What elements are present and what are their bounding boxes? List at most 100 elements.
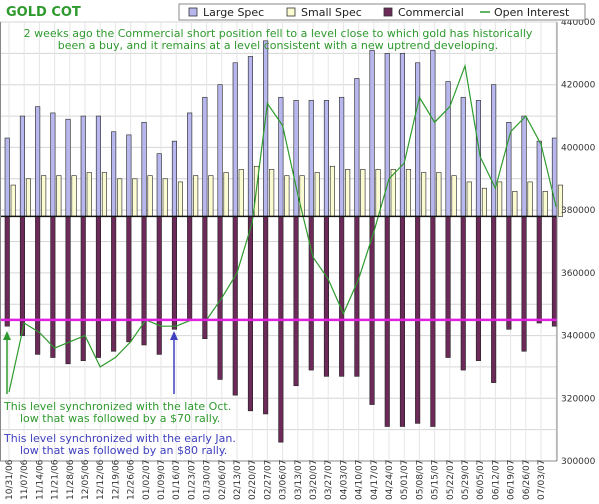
- x-tick-label: 02/06/07: [218, 460, 228, 500]
- x-tick-label: 05/01/07: [400, 460, 410, 500]
- large-spec-bar: [369, 49, 375, 217]
- x-tick-label: 06/26/07: [522, 460, 532, 500]
- x-tick-label: 11/28/06: [66, 459, 76, 500]
- legend: Large Spec Small Spec Commercial Open In…: [178, 3, 586, 21]
- small-spec-bar: [375, 169, 381, 217]
- small-spec-bar: [238, 169, 244, 217]
- open-interest-line: [8, 63, 557, 393]
- green-note-line-2: low that was followed by a $70 rally.: [20, 412, 220, 425]
- small-spec-bar: [284, 175, 290, 217]
- x-tick-label: 04/03/07: [339, 460, 349, 500]
- large-spec-bar: [232, 62, 238, 217]
- top-annotation-line-1: 2 weeks ago the Commercial short positio…: [24, 27, 533, 40]
- small-spec-bar: [436, 172, 442, 217]
- small-spec-bar: [41, 175, 47, 217]
- large-spec-bar: [415, 62, 421, 217]
- large-spec-bar: [445, 81, 451, 217]
- small-spec-bar: [466, 181, 472, 217]
- small-spec-bar: [101, 172, 107, 217]
- small-spec-bar: [421, 172, 427, 217]
- y-tick-label: 400000: [561, 143, 596, 153]
- large-spec-bar: [4, 137, 10, 217]
- small-spec-bar: [223, 172, 229, 217]
- small-spec-bar: [86, 172, 92, 217]
- x-tick-label: 01/16/07: [172, 460, 182, 500]
- x-tick-label: 01/30/07: [203, 460, 213, 500]
- large-spec-bar: [354, 78, 360, 217]
- large-spec-bar: [308, 100, 314, 217]
- x-tick-label: 02/13/07: [233, 460, 243, 500]
- commercial-bar: [445, 216, 451, 358]
- top-annotation-line-2: been a buy, and it remains at a level co…: [58, 39, 498, 52]
- x-tick-label: 11/21/06: [51, 459, 61, 500]
- commercial-bar: [354, 216, 360, 377]
- commercial-bar: [232, 216, 238, 396]
- large-spec-bar: [19, 115, 26, 217]
- x-tick-label: 04/24/07: [385, 460, 395, 500]
- small-spec-bar: [177, 181, 183, 217]
- large-spec-bar: [339, 96, 345, 217]
- commercial-bar: [430, 216, 436, 427]
- legend-swatch-commercial: [383, 7, 393, 17]
- x-tick-label: 07/03/07: [537, 460, 547, 500]
- blue-note-line-1: This level synchronized with the early J…: [3, 432, 236, 445]
- commercial-bar: [323, 216, 330, 377]
- green-note-line-1: This level synchronized with the late Oc…: [3, 400, 231, 413]
- small-spec-bar: [314, 172, 320, 217]
- large-spec-bar: [521, 115, 527, 217]
- legend-label-commercial: Commercial: [398, 6, 464, 19]
- x-tick-label: 10/31/06: [5, 459, 15, 500]
- small-spec-bar: [71, 175, 77, 217]
- small-spec-bar: [451, 175, 457, 217]
- commercial-bar: [263, 216, 269, 415]
- large-spec-bar: [141, 122, 147, 217]
- large-spec-bar: [35, 106, 41, 217]
- legend-label-open-interest: Open Interest: [494, 6, 570, 19]
- large-spec-bar: [80, 115, 86, 217]
- y-tick-label: 340000: [561, 332, 596, 342]
- small-spec-bar: [25, 178, 32, 217]
- x-tick-label: 05/29/07: [461, 460, 471, 500]
- small-spec-bar: [329, 165, 336, 217]
- small-spec-bar: [147, 175, 153, 217]
- commercial-bar: [171, 216, 177, 330]
- commercial-bar: [187, 216, 193, 321]
- commercial-bar: [506, 216, 512, 330]
- large-spec-bar: [50, 112, 56, 217]
- small-spec-bar: [345, 169, 351, 217]
- x-tick-label: 11/14/06: [35, 459, 45, 500]
- commercial-bar: [399, 216, 406, 427]
- x-tick-label: 01/02/07: [142, 460, 152, 500]
- commercial-bar: [95, 216, 101, 358]
- commercial-bar: [551, 216, 558, 327]
- blue-note-line-2: low that was followed by an $80 rally.: [20, 444, 227, 457]
- small-spec-bar: [269, 169, 275, 217]
- large-spec-bar: [111, 131, 117, 217]
- commercial-bar: [491, 216, 497, 383]
- large-spec-bar: [323, 100, 330, 217]
- small-spec-bar: [117, 178, 123, 217]
- x-tick-label: 03/27/07: [324, 460, 334, 500]
- large-spec-bar: [399, 53, 406, 217]
- commercial-bar: [521, 216, 527, 352]
- commercial-bar: [111, 216, 117, 352]
- commercial-bar: [247, 216, 253, 412]
- small-spec-bar: [527, 181, 533, 217]
- commercial-bar: [384, 216, 390, 427]
- small-spec-bar: [208, 175, 214, 217]
- commercial-bar: [80, 216, 86, 361]
- small-spec-bar: [481, 187, 488, 217]
- legend-swatch-large-spec: [188, 7, 198, 17]
- green-arrow-head: [3, 331, 11, 340]
- x-tick-label: 12/05/06: [81, 459, 91, 500]
- x-tick-label: 06/12/07: [491, 460, 501, 500]
- large-spec-bar: [536, 140, 542, 217]
- frame-layer: [0, 22, 558, 462]
- x-tick-label: 03/13/07: [294, 460, 304, 500]
- large-spec-bar: [247, 56, 253, 217]
- y-tick-label: 380000: [561, 206, 596, 216]
- small-spec-bar: [10, 184, 16, 217]
- large-spec-bar: [293, 100, 299, 217]
- small-spec-bar: [56, 175, 62, 217]
